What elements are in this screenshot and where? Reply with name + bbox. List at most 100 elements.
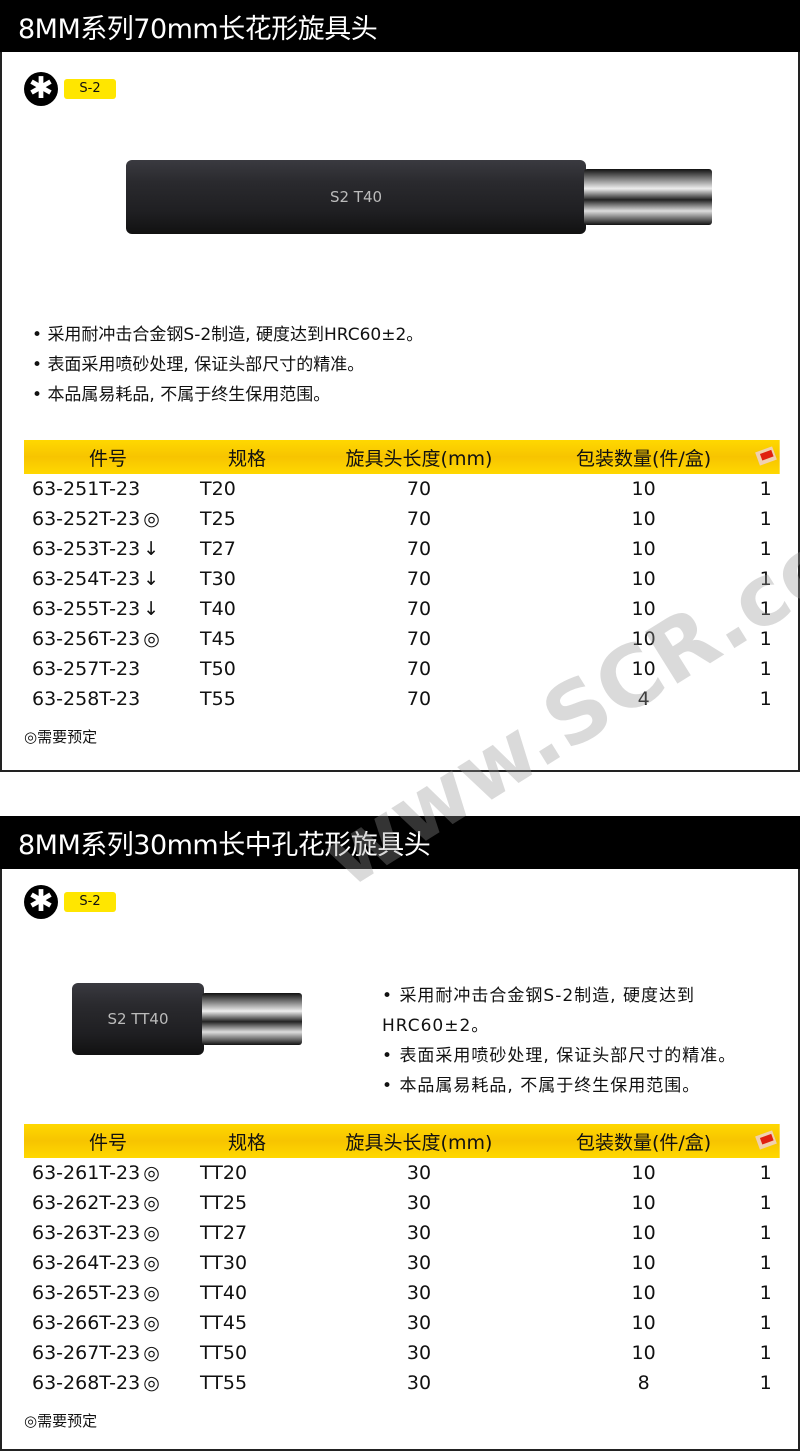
part-number: 63-257T-23	[32, 658, 141, 680]
feature-item: 本品属易耗品, 不属于终生保用范围。	[382, 1071, 782, 1101]
unit-cell: 1	[759, 1342, 772, 1364]
length-cell: 70	[406, 538, 432, 560]
qty-cell: 10	[631, 1282, 656, 1304]
spec-cell: T40	[200, 598, 236, 620]
spec-cell: TT25	[200, 1192, 248, 1214]
qty-cell: 10	[631, 1342, 656, 1364]
legend-preorder: ◎需要预定	[24, 1412, 98, 1430]
length-cell: 70	[406, 658, 432, 680]
length-cell: 70	[406, 598, 432, 620]
row-mark: ↓	[143, 538, 160, 560]
col-header: 旋具头长度(mm)	[345, 1131, 493, 1154]
table-row: 63-262T-23 ◎ TT25 30 10 1	[24, 1188, 780, 1218]
part-number: 63-261T-23	[32, 1162, 141, 1184]
row-mark: ◎	[143, 1162, 160, 1184]
unit-cell: 1	[759, 538, 772, 560]
part-number: 63-252T-23	[32, 508, 141, 530]
spec-cell: T50	[200, 658, 236, 680]
spec-table: 件号 规格 旋具头长度(mm) 包装数量(件/盒) 63-261T-23 ◎ TT20 …	[24, 1124, 780, 1398]
length-cell: 30	[406, 1192, 432, 1214]
length-cell: 30	[406, 1222, 432, 1244]
feature-item: 本品属易耗品, 不属于终生保用范围。	[32, 380, 423, 410]
row-mark: ↓	[143, 568, 160, 590]
col-header: 包装数量(件/盒)	[575, 1131, 712, 1154]
unit-cell: 1	[759, 1162, 772, 1184]
qty-cell: 4	[637, 688, 650, 710]
section-title: 8MM系列30mm长中孔花形旋具头	[0, 816, 800, 869]
section-title: 8MM系列70mm长花形旋具头	[0, 0, 800, 52]
table-row: 63-254T-23 ↓ T30 70 10 1	[24, 564, 780, 594]
part-number-cell: 63-252T-23 ◎	[24, 504, 192, 534]
length-cell: 70	[406, 568, 432, 590]
table-row: 63-261T-23 ◎ TT20 30 10 1	[24, 1158, 780, 1188]
length-cell: 30	[406, 1312, 432, 1334]
product-card: ✱ S-2 S2 TT40 采用耐冲击合金钢S-2制造, 硬度达到HRC60±2…	[0, 869, 800, 1451]
unit-cell: 1	[759, 658, 772, 680]
row-mark: ◎	[143, 1222, 160, 1244]
length-cell: 30	[406, 1342, 432, 1364]
feature-item: 表面采用喷砂处理, 保证头部尺寸的精准。	[32, 350, 423, 380]
part-number: 63-258T-23	[32, 688, 141, 710]
length-cell: 70	[406, 478, 432, 500]
col-header: 规格	[227, 1131, 266, 1154]
table-row: 63-264T-23 ◎ TT30 30 10 1	[24, 1248, 780, 1278]
table-row: 63-267T-23 ◎ TT50 30 10 1	[24, 1338, 780, 1368]
product-image: S2 TT40	[72, 983, 204, 1055]
row-mark: ◎	[143, 628, 160, 650]
row-mark: ◎	[143, 1282, 160, 1304]
qty-cell: 10	[631, 1162, 656, 1184]
spec-cell: TT20	[200, 1162, 248, 1184]
product-card: ✱ S-2 S2 T40 采用耐冲击合金钢S-2制造, 硬度达到HRC60±2。…	[0, 52, 800, 772]
bit-tip-image	[584, 169, 712, 225]
row-mark: ↓	[143, 598, 160, 620]
qty-cell: 10	[631, 598, 656, 620]
spec-cell: T30	[200, 568, 236, 590]
col-header-box	[751, 440, 780, 474]
spec-cell: TT27	[200, 1222, 248, 1244]
feature-item: 表面采用喷砂处理, 保证头部尺寸的精准。	[382, 1041, 782, 1071]
spec-cell: T20	[200, 478, 236, 500]
table-header: 件号 规格 旋具头长度(mm) 包装数量(件/盒)	[24, 1124, 780, 1158]
torx-icon: ✱	[24, 885, 58, 919]
feature-list: 采用耐冲击合金钢S-2制造, 硬度达到HRC60±2。 表面采用喷砂处理, 保证…	[382, 981, 782, 1101]
part-number: 63-253T-23	[32, 538, 141, 560]
qty-cell: 10	[631, 658, 656, 680]
part-number-cell: 63-258T-23	[24, 684, 192, 714]
spec-cell: TT40	[200, 1282, 248, 1304]
spec-cell: TT45	[200, 1312, 248, 1334]
spec-cell: TT50	[200, 1342, 248, 1364]
spec-cell: T27	[200, 538, 236, 560]
part-number-cell: 63-262T-23 ◎	[24, 1188, 192, 1218]
table-row: 63-253T-23 ↓ T27 70 10 1	[24, 534, 780, 564]
table-row: 63-258T-23 T55 70 4 1	[24, 684, 780, 714]
bit-marking: S2 TT40	[107, 1010, 169, 1028]
col-header: 包装数量(件/盒)	[575, 447, 712, 470]
table-row: 63-255T-23 ↓ T40 70 10 1	[24, 594, 780, 624]
material-badge: S-2	[64, 79, 116, 99]
part-number-cell: 63-268T-23 ◎	[24, 1368, 192, 1398]
qty-cell: 10	[631, 1192, 656, 1214]
spec-cell: TT30	[200, 1252, 248, 1274]
part-number: 63-254T-23	[32, 568, 141, 590]
qty-cell: 10	[631, 568, 656, 590]
unit-cell: 1	[759, 508, 772, 530]
length-cell: 70	[406, 688, 432, 710]
spec-cell: T45	[200, 628, 236, 650]
part-number: 63-251T-23	[32, 478, 141, 500]
part-number: 63-266T-23	[32, 1312, 141, 1334]
row-mark: ◎	[143, 1192, 160, 1214]
spec-cell: TT55	[200, 1372, 248, 1394]
length-cell: 30	[406, 1162, 432, 1184]
material-badge: S-2	[64, 892, 116, 912]
qty-cell: 10	[631, 1222, 656, 1244]
part-number-cell: 63-264T-23 ◎	[24, 1248, 192, 1278]
qty-cell: 10	[631, 1252, 656, 1274]
qty-cell: 10	[631, 478, 656, 500]
row-mark: ◎	[143, 1342, 160, 1364]
table-row: 63-251T-23 T20 70 10 1	[24, 474, 780, 504]
box-icon	[754, 446, 777, 466]
spec-cell: T25	[200, 508, 236, 530]
part-number: 63-262T-23	[32, 1192, 141, 1214]
spec-cell: T55	[200, 688, 236, 710]
unit-cell: 1	[759, 628, 772, 650]
